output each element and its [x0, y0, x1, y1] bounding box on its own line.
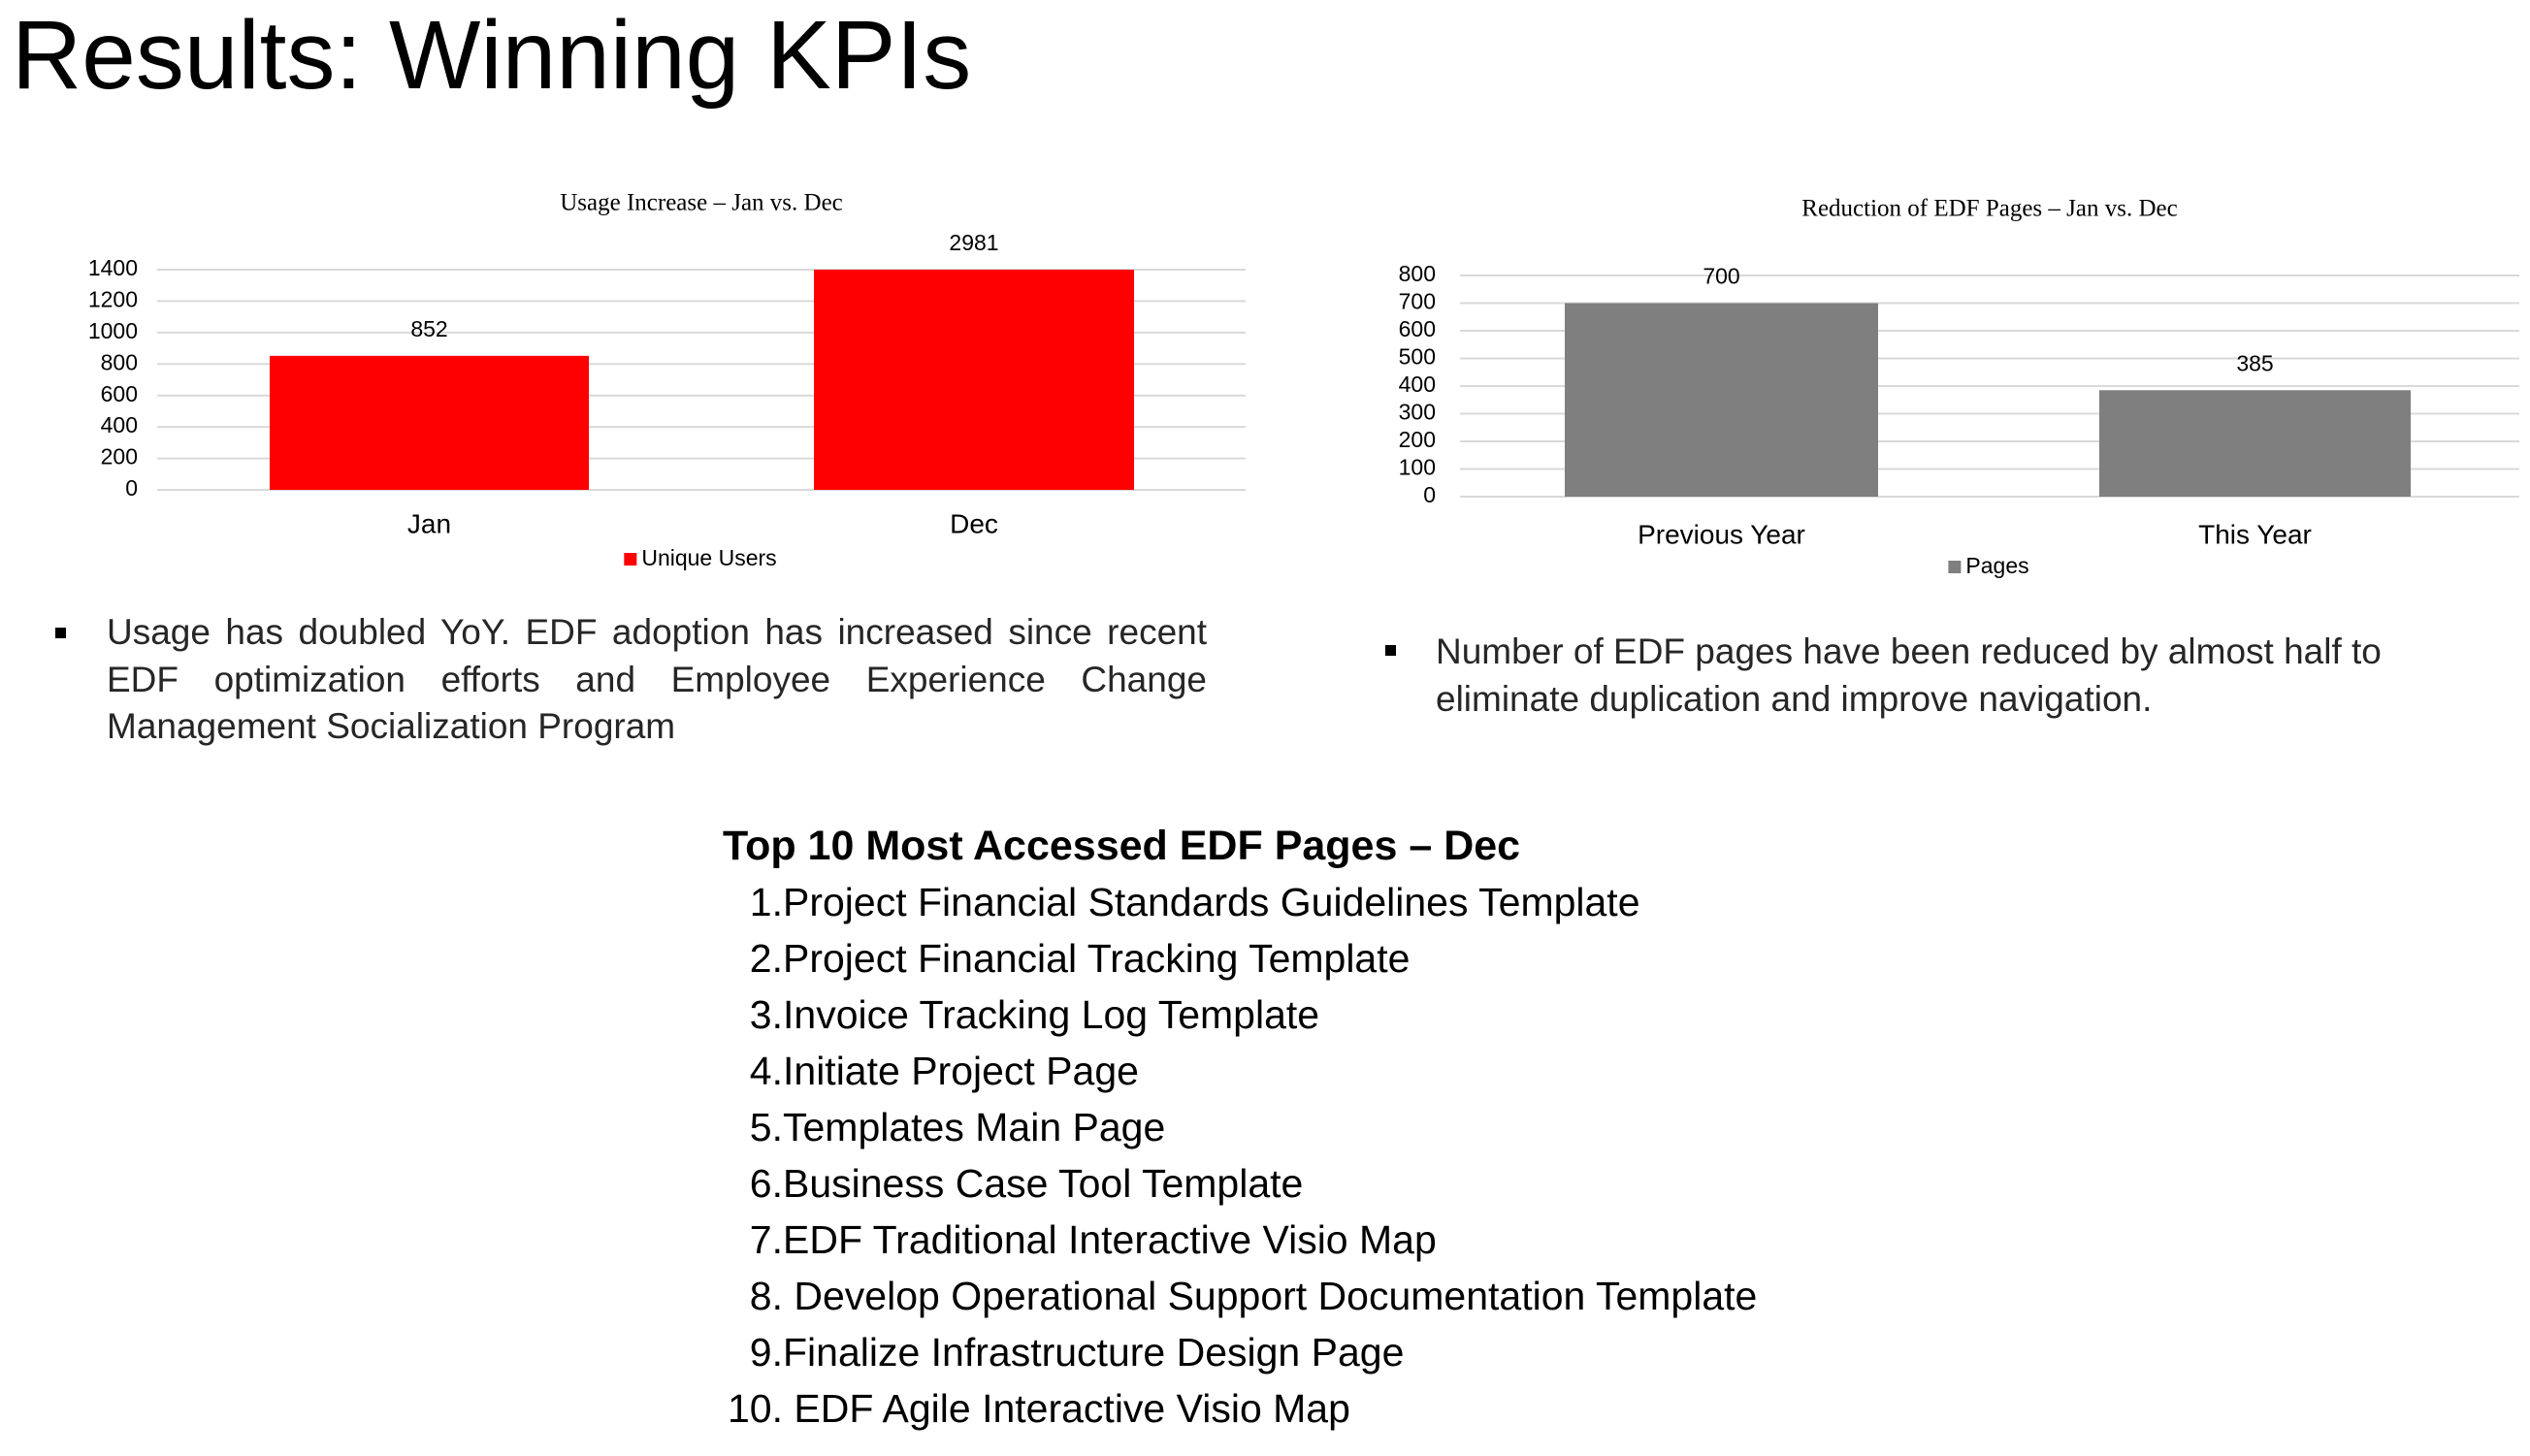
chart-title: Reduction of EDF Pages – Jan vs. Dec	[1801, 196, 2177, 222]
list-number: 1.	[749, 880, 783, 924]
list-item: 5.Templates Main Page	[723, 1099, 1757, 1155]
y-tick-label: 1000	[88, 318, 138, 343]
list-item: 8. Develop Operational Support Documenta…	[723, 1268, 1758, 1324]
charts: Usage Increase – Jan vs. Dec 0 200 400 600 80…	[88, 190, 2519, 578]
list-number: 6.	[749, 1161, 783, 1206]
legend-label: Pages	[1965, 553, 2028, 578]
bar	[270, 355, 589, 490]
list-text: Develop Operational Support Documentatio…	[783, 1274, 1758, 1318]
list-text: Project Financial Standards Guidelines T…	[783, 880, 1640, 924]
list-number: 9.	[749, 1330, 783, 1375]
bullet-text: Usage has doubled YoY. EDF adoption has …	[107, 612, 1207, 746]
x-tick-label: Previous Year	[1638, 519, 1805, 549]
list-number: 7.	[749, 1217, 783, 1262]
top-list: Top 10 Most Accessed EDF Pages – Dec 1.P…	[723, 823, 1757, 1437]
y-tick-label: 0	[125, 475, 138, 501]
y-tick-label: 800	[101, 349, 138, 374]
list-number: 8.	[749, 1274, 783, 1318]
y-tick-label: 800	[1399, 261, 1436, 286]
legend-label: Unique Users	[641, 545, 776, 570]
bullet-marker	[55, 628, 66, 638]
list-number: 5.	[749, 1105, 783, 1149]
y-tick-label: 600	[1399, 316, 1436, 341]
list-number: 10.	[728, 1386, 783, 1431]
list-item: 2.Project Financial Tracking Template	[723, 930, 1757, 987]
chart-title: Usage Increase – Jan vs. Dec	[560, 190, 843, 216]
list-number: 2.	[749, 936, 783, 981]
y-tick-label: 200	[101, 444, 138, 469]
data-label: 852	[410, 316, 447, 341]
list-text: EDF Traditional Interactive Visio Map	[783, 1217, 1437, 1262]
list-text: Project Financial Tracking Template	[783, 936, 1411, 981]
bar	[2099, 390, 2411, 497]
list-item: 6.Business Case Tool Template	[723, 1155, 1757, 1212]
y-tick-label: 300	[1399, 400, 1436, 425]
list-number: 3.	[749, 992, 783, 1037]
data-label: 700	[1703, 264, 1739, 289]
list-item: 9.Finalize Infrastructure Design Page	[723, 1324, 1757, 1380]
list-text: Templates Main Page	[783, 1105, 1166, 1149]
list-number: 4.	[749, 1049, 783, 1093]
y-tick-label: 400	[1399, 372, 1436, 397]
list-item: 7.EDF Traditional Interactive Visio Map	[723, 1212, 1757, 1268]
bullet-text: Number of EDF pages have been reduced by…	[1436, 631, 2382, 719]
y-tick-label: 600	[101, 381, 138, 406]
y-tick-label: 0	[1423, 482, 1436, 507]
x-tick-label: Dec	[950, 508, 998, 538]
y-tick-label: 100	[1399, 455, 1436, 480]
y-tick-label: 700	[1399, 289, 1436, 314]
y-tick-label: 500	[1399, 344, 1436, 370]
slide-title: Results: Winning KPIs	[12, 1, 972, 110]
data-label: 2981	[949, 230, 998, 255]
x-tick-label: This Year	[2198, 519, 2312, 549]
y-tick-label: 400	[101, 412, 138, 437]
bar	[1565, 303, 1878, 497]
data-label: 385	[2236, 350, 2273, 375]
y-tick-label: 1200	[88, 287, 138, 312]
list-text: Invoice Tracking Log Template	[783, 992, 1320, 1037]
y-tick-label: 200	[1399, 427, 1436, 452]
bar	[814, 270, 1134, 490]
list-item: 3.Invoice Tracking Log Template	[723, 987, 1757, 1043]
list-text: Initiate Project Page	[783, 1049, 1139, 1093]
list-heading: Top 10 Most Accessed EDF Pages – Dec	[723, 823, 1521, 869]
list-item: 10. EDF Agile Interactive Visio Map	[723, 1380, 1757, 1437]
list-item: 4.Initiate Project Page	[723, 1043, 1757, 1099]
list-item: 1.Project Financial Standards Guidelines…	[723, 874, 1757, 930]
legend-swatch	[624, 553, 637, 566]
legend-swatch	[1948, 561, 1962, 573]
y-tick-label: 1400	[88, 255, 138, 280]
list-text: Business Case Tool Template	[783, 1161, 1304, 1206]
bullet-marker	[1385, 645, 1396, 656]
x-tick-label: Jan	[407, 508, 451, 538]
list-text: Finalize Infrastructure Design Page	[783, 1330, 1405, 1375]
list-text: EDF Agile Interactive Visio Map	[783, 1386, 1350, 1431]
